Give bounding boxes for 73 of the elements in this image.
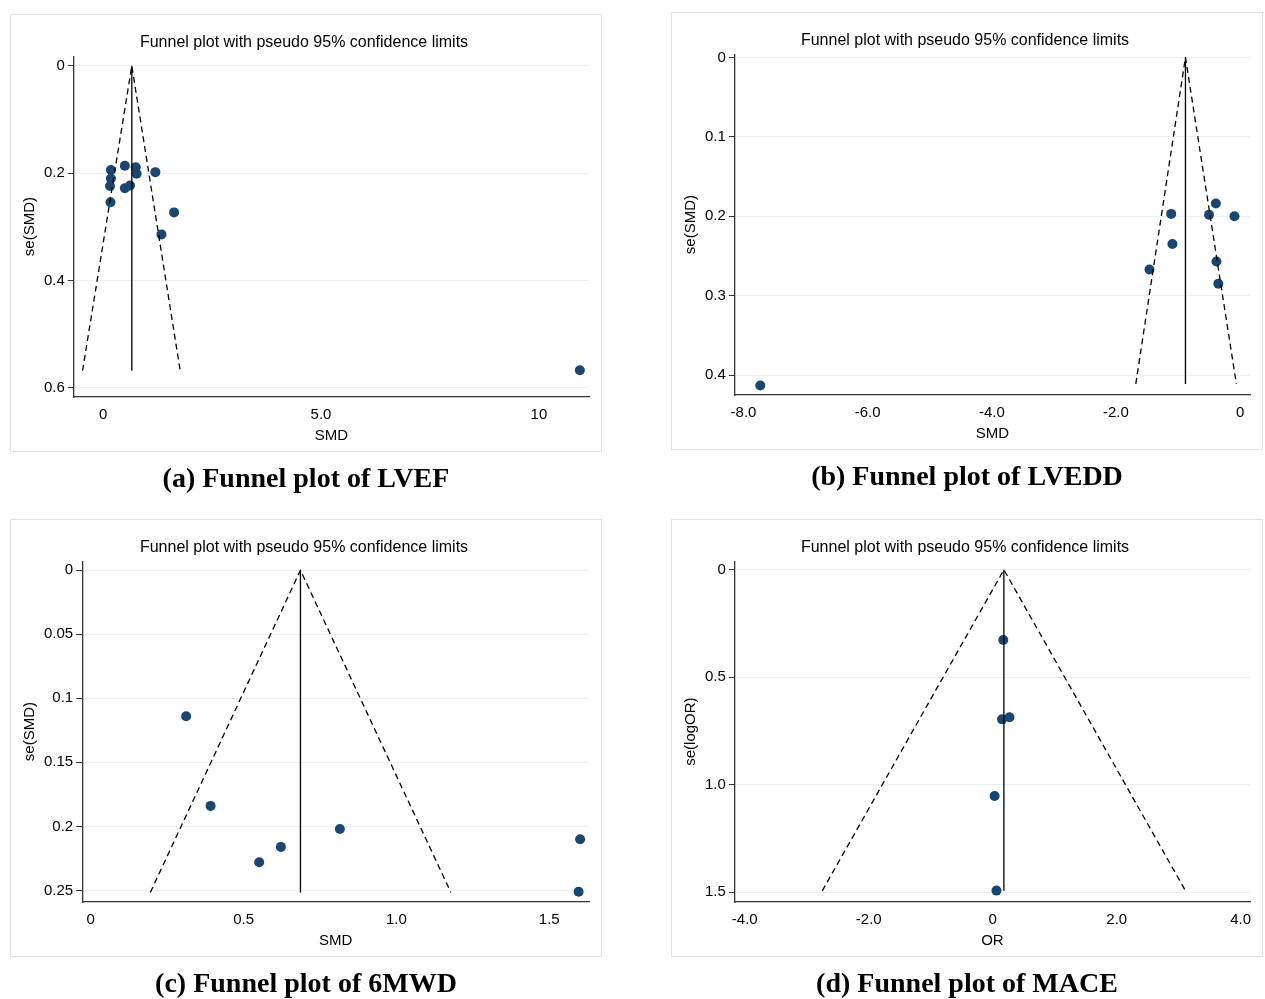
- point: [1204, 209, 1215, 220]
- text: (a) Funnel plot of LVEF: [161, 462, 451, 494]
- point: [991, 885, 1002, 896]
- text: (d) Funnel plot of MACE: [815, 967, 1119, 999]
- x-tick-label: -4.0: [731, 910, 758, 928]
- y-axis-title: se(SMD): [20, 197, 38, 257]
- x-tick-label: 5.0: [310, 405, 332, 423]
- point: [575, 834, 586, 845]
- x-tick-label: -2.0: [1103, 403, 1129, 421]
- y-tick-label: 0: [717, 47, 726, 65]
- x-tick-label: 0: [988, 910, 997, 928]
- y-tick-label: 0: [56, 56, 65, 73]
- point: [334, 823, 345, 834]
- point: [1229, 211, 1240, 222]
- point: [1004, 712, 1015, 723]
- x-tick-label: -2.0: [855, 910, 882, 928]
- text: (b) Funnel plot of LVEDD: [810, 460, 1124, 492]
- x-tick-label: 2.0: [1106, 910, 1128, 928]
- y-tick-label: 0.1: [52, 688, 74, 706]
- x-tick-label: 1.0: [386, 910, 407, 928]
- y-tick-label: 0.6: [43, 378, 65, 396]
- chart-title: Funnel plot with pseudo 95% confidence limits: [139, 33, 469, 51]
- point: [105, 181, 116, 192]
- x-tick-label: 4.0: [1230, 910, 1252, 928]
- point: [989, 791, 1000, 802]
- point: [1167, 239, 1178, 250]
- y-axis-title: se(SMD): [681, 195, 699, 255]
- x-tick-label: -8.0: [730, 403, 757, 421]
- point: [574, 365, 585, 376]
- x-tick-label: 10: [530, 405, 548, 423]
- y-axis-title: se(logOR): [681, 697, 699, 766]
- y-tick-label: 1.0: [704, 774, 726, 792]
- point: [275, 841, 286, 852]
- x-tick-label: 1.5: [538, 910, 560, 928]
- y-tick-label: 0.15: [43, 752, 74, 770]
- chart-title: Funnel plot with pseudo 95% confidence limits: [139, 538, 469, 556]
- text: (c) Funnel plot of 6MWD: [154, 967, 458, 999]
- x-tick-label: -4.0: [978, 403, 1005, 421]
- point: [119, 160, 130, 171]
- x-axis-title: SMD: [314, 426, 349, 444]
- point: [755, 380, 766, 391]
- y-tick-label: 0.4: [43, 270, 65, 288]
- point: [1166, 208, 1177, 219]
- x-tick-label: 0: [98, 405, 108, 423]
- y-tick-label: 0.2: [52, 816, 74, 834]
- point: [181, 711, 192, 722]
- y-tick-label: 0.4: [704, 365, 726, 383]
- chart-title: Funnel plot with pseudo 95% confidence limits: [800, 31, 1130, 49]
- y-tick-label: 0.2: [43, 163, 65, 181]
- chart-title: Funnel plot with pseudo 95% confidence limits: [800, 538, 1130, 556]
- x-tick-label: -6.0: [854, 403, 881, 421]
- x-axis-title: SMD: [318, 931, 353, 949]
- y-tick-label: 0: [64, 560, 74, 578]
- point: [1210, 198, 1221, 209]
- x-axis-title: SMD: [975, 424, 1010, 442]
- x-tick-label: 0.5: [233, 910, 255, 928]
- x-axis-title: OR: [981, 931, 1004, 949]
- point: [573, 886, 584, 897]
- point: [254, 857, 265, 868]
- point: [205, 800, 216, 811]
- y-tick-label: 1.5: [704, 882, 726, 900]
- x-tick-label: 0: [1235, 403, 1245, 421]
- y-tick-label: 0.1: [704, 126, 726, 144]
- point: [169, 207, 180, 218]
- x-tick-label: 0: [86, 910, 95, 928]
- y-tick-label: 0.3: [704, 285, 726, 303]
- point: [150, 167, 161, 178]
- y-tick-label: 0.5: [704, 667, 726, 685]
- y-tick-label: 0.25: [43, 880, 74, 898]
- y-tick-label: 0.05: [43, 624, 74, 642]
- y-tick-label: 0.2: [704, 206, 726, 224]
- y-axis-title: se(SMD): [20, 702, 38, 762]
- y-tick-label: 0: [717, 559, 726, 577]
